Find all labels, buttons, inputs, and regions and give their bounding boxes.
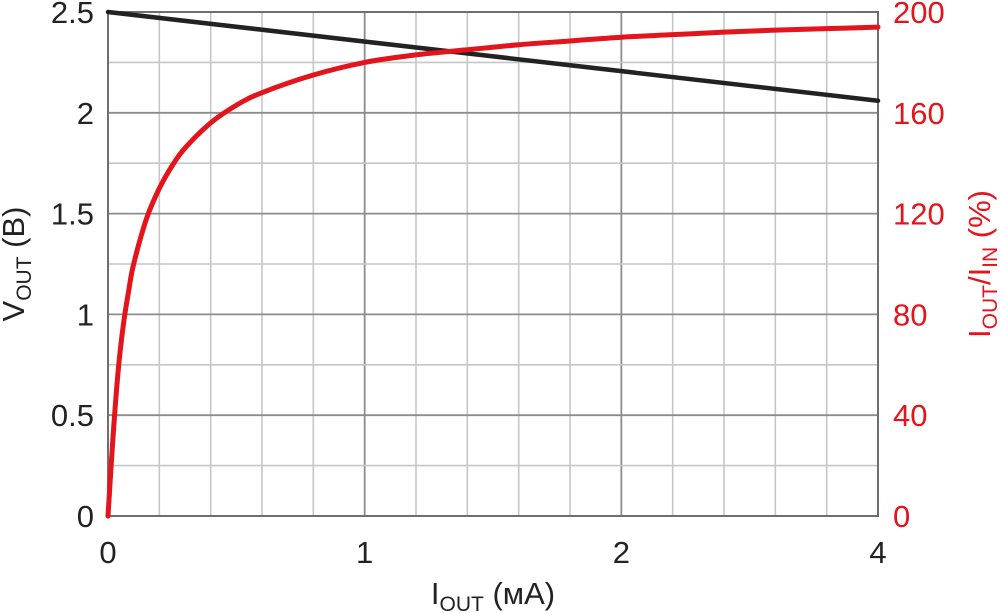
y-left-tick-label: 0.5 (51, 398, 94, 433)
right-axis-ticks: 0 40 80 120 160 200 (893, 0, 945, 534)
grid (108, 12, 878, 516)
y-right-tick-label: 40 (893, 398, 927, 433)
y-left-tick-label: 1.5 (51, 197, 94, 232)
current-ratio-line (105, 24, 881, 519)
x-tick-label: 4 (869, 535, 886, 570)
series-layer (105, 9, 881, 519)
y-left-tick-label: 1 (77, 297, 94, 332)
y-right-tick-label: 160 (893, 96, 945, 131)
y-right-axis-title: IOUT/IIN (%) (962, 190, 1000, 338)
y-right-tick-label: 80 (893, 297, 927, 332)
y-left-tick-label: 2.5 (51, 0, 94, 30)
x-axis-ticks: 0 1 2 4 (99, 535, 886, 570)
plot-frame (107, 11, 879, 517)
x-tick-label: 2 (613, 535, 630, 570)
left-axis-ticks: 0 0.5 1 1.5 2 2.5 (51, 0, 94, 534)
x-tick-label: 0 (99, 535, 116, 570)
y-left-axis-title: VOUT (В) (0, 207, 36, 322)
y-left-tick-label: 2 (77, 96, 94, 131)
x-axis-title: IOUT (мА) (431, 576, 555, 613)
x-tick-label: 1 (356, 535, 373, 570)
y-right-tick-label: 200 (893, 0, 945, 30)
y-left-tick-label: 0 (77, 499, 94, 534)
y-right-tick-label: 0 (893, 499, 910, 534)
vout-line (105, 9, 881, 103)
y-right-tick-label: 120 (893, 197, 945, 232)
